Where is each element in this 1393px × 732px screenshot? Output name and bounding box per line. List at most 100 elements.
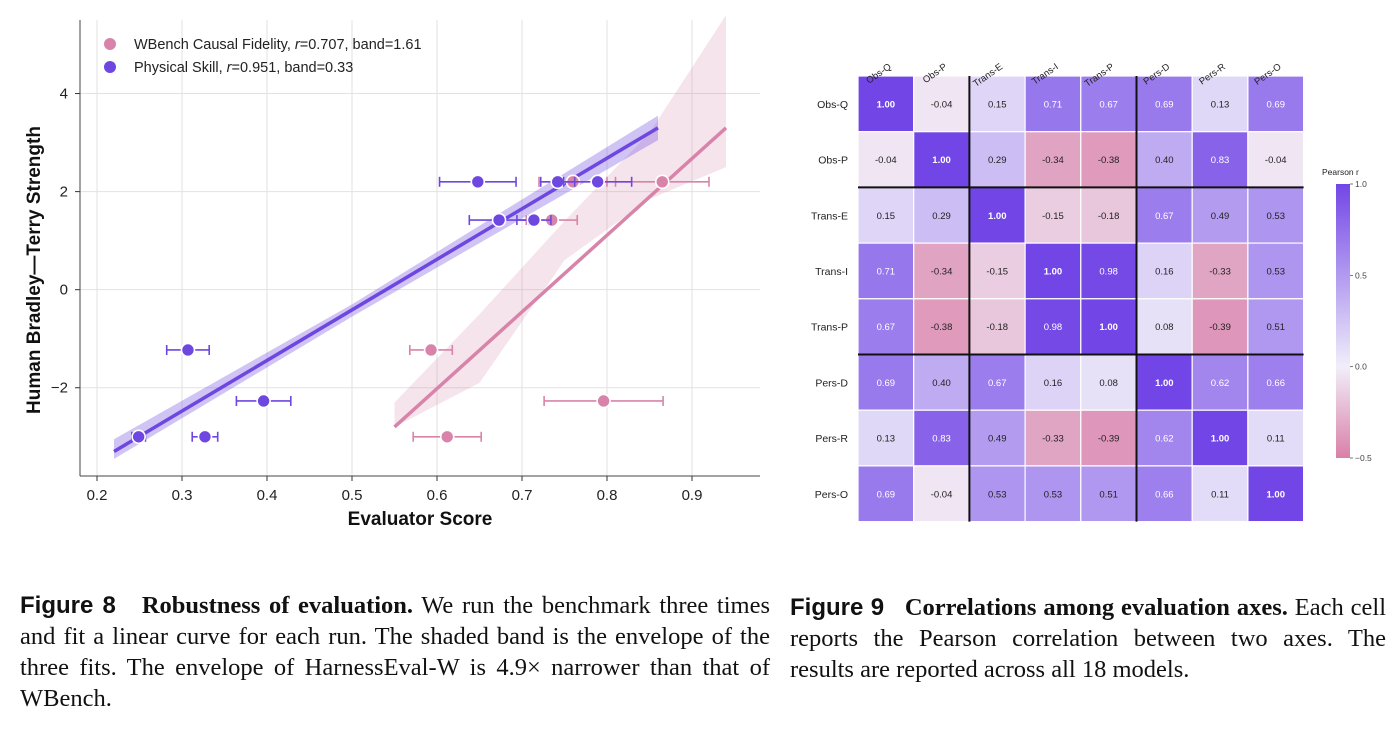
x-tick-label: 0.8 [597,487,618,504]
heatmap-cell [913,75,971,133]
row-label: Obs-P [818,155,848,167]
heatmap-cell [1247,131,1305,188]
column-label: Pers-O [1253,61,1284,87]
x-tick-label: 0.6 [427,487,448,504]
cell-value: 0.71 [877,266,896,277]
data-point [439,429,455,445]
cell-value: 1.00 [1267,489,1286,500]
cell-value: 0.13 [1211,99,1230,110]
data-point [470,174,486,190]
heatmap-cell [1080,298,1138,356]
data-point [423,342,439,358]
data-point [590,174,605,190]
column-label: Pers-D [1142,61,1173,87]
cell-value: -0.39 [1098,434,1120,445]
data-point [654,174,670,190]
x-tick-label: 0.9 [682,487,703,504]
cell-value: 0.69 [1155,99,1174,110]
heatmap-cell [1135,353,1193,411]
heatmap-cell [1135,75,1193,133]
x-tick-label: 0.3 [172,487,193,504]
heatmap-cell [1191,409,1249,467]
figure-9-title: Correlations among evaluation axes. [904,594,1288,621]
cell-value: 0.40 [1155,155,1174,166]
heatmap-cell [1191,353,1249,411]
heatmap-cell [857,409,915,467]
heatmap-cell [1191,131,1249,188]
cell-value: 0.66 [1267,378,1286,389]
heatmap-cell [1247,409,1305,467]
cell-value: 1.00 [1099,322,1118,333]
colorbar-tick-label: 1.0 [1355,179,1367,189]
column-label: Obs-P [921,61,949,85]
data-point [131,429,146,445]
cell-value: 0.83 [1211,155,1230,166]
row-label: Pers-O [815,489,848,501]
cell-value: -0.04 [1265,155,1287,166]
row-label: Trans-E [811,210,848,222]
heatmap-cell [1135,131,1193,188]
heatmap-cell [1247,186,1305,244]
cell-value: 0.71 [1044,99,1063,110]
heatmap-cell [1135,409,1193,467]
cell-value: 0.40 [932,378,951,389]
heatmap-cell [968,298,1026,356]
colorbar-tick-label: 0.5 [1355,270,1367,280]
heatmap-cell [1191,186,1249,244]
cell-value: 0.98 [1044,322,1063,333]
cell-value: 0.69 [1267,99,1286,110]
heatmap-cell [913,242,971,300]
figure-9-caption-text: Each cell reports the Pearson correlatio… [790,594,1386,683]
heatmap-cell [968,465,1026,523]
legend-label: WBench Causal Fidelity, r=0.707, band=1.… [134,37,422,53]
heatmap-cell [857,242,915,300]
cell-value: -0.33 [1209,266,1231,277]
heatmap-cell [913,186,971,244]
heatmap-cell [1247,242,1305,300]
cell-value: 0.53 [1044,489,1063,500]
cell-value: 1.00 [877,99,896,110]
data-point [256,393,271,409]
cell-value: 0.62 [1211,378,1230,389]
cell-value: 0.69 [877,489,896,500]
colorbar [1336,184,1350,458]
y-axis-label: Human Bradley—Terry Strength [24,126,45,414]
y-tick-label: 2 [60,184,68,201]
heatmap-cell [913,131,971,188]
heatmap-cell [1024,409,1082,467]
heatmap-cell [1247,465,1305,523]
heatmap-cell [913,353,971,411]
heatmap-cell [1080,186,1138,244]
y-tick-label: −2 [51,380,68,397]
cell-value: -0.15 [1042,211,1064,222]
colorbar-title: Pearson r [1322,167,1359,177]
heatmap-cell [1080,131,1138,188]
cell-value: 1.00 [1044,266,1063,277]
heatmap-cell [968,131,1026,188]
figure-8-caption: Figure 8 Robustness of evaluation. We ru… [20,590,770,714]
heatmap-cell [1247,75,1305,133]
cell-value: -0.34 [1042,155,1064,166]
cell-value: 0.67 [988,378,1007,389]
cell-value: 0.51 [1267,322,1286,333]
x-tick-label: 0.2 [87,487,108,504]
cell-value: 0.29 [932,211,951,222]
data-point [180,342,196,358]
x-tick-label: 0.4 [257,487,278,504]
cell-value: 0.51 [1099,489,1118,500]
heatmap-cell [968,409,1026,467]
cell-value: 0.66 [1155,489,1174,500]
heatmap-cell [1135,186,1193,244]
data-point [491,212,507,228]
x-axis-label: Evaluator Score [348,509,493,530]
figure-8-scatter-chart: −2 0 2 4 0.2 0.3 0.4 0.5 0.6 0.7 0.8 0.9 WBench Caus… [24,15,760,530]
fit-line [393,126,728,429]
figure-8-number: Figure 8 [20,592,116,619]
data-point [526,212,542,228]
row-label: Obs-Q [817,99,848,111]
heatmap-cell [1080,75,1138,133]
figure-9-number: Figure 9 [790,594,885,621]
cell-value: 0.98 [1099,266,1118,277]
heatmap-cell [857,131,915,188]
heatmap-cell [968,75,1026,133]
